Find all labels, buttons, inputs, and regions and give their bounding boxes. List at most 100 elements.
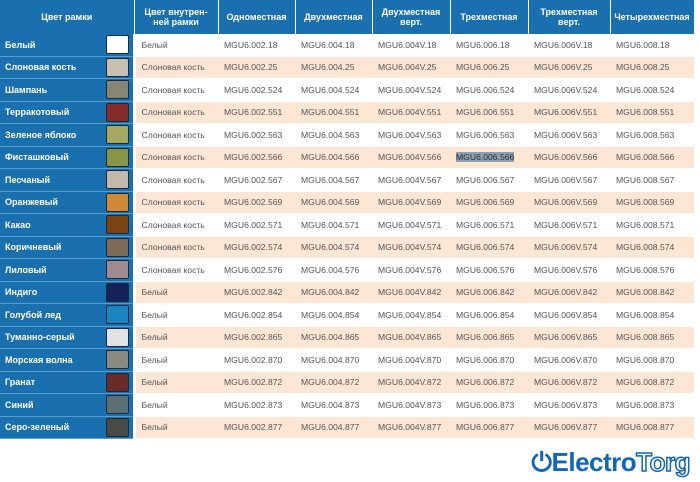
article-cell: MGU6.006V.576 [528,258,611,282]
article-cell: MGU6.004V.566 [372,146,451,169]
article-cell: MGU6.006V.854 [528,303,611,327]
frame-color-name: Гранат [0,371,102,394]
electrotorg-watermark-logo: ⏻ElectroTorg [531,446,691,478]
header-col: Трехместная верт. [528,0,611,34]
color-swatch [105,125,129,145]
color-swatch-cell [102,78,136,102]
frame-color-name: Голубой лед [0,303,102,327]
article-cell: MGU6.002.872 [218,371,296,394]
article-code: MGU6.004V.877 [378,422,442,433]
article-cell: MGU6.004.865 [295,326,373,349]
article-code: MGU6.004V.18 [378,39,437,50]
article-code: MGU6.006.574 [456,242,515,253]
article-code: MGU6.002.566 [224,152,283,163]
article-cell: MGU6.008.18 [610,34,695,57]
article-cell: MGU6.004V.854 [372,303,451,327]
color-swatch [105,80,129,100]
color-swatch-cell [102,303,136,327]
article-cell: MGU6.006V.524 [528,78,611,102]
article-code: MGU6.004.18 [301,39,355,50]
article-code: MGU6.004.854 [301,309,360,320]
inner-color: Слоновая кость [134,213,219,237]
article-code: MGU6.008.865 [616,332,675,343]
color-swatch-cell [102,213,136,237]
article-code: MGU6.004V.870 [378,354,442,365]
article-code: MGU6.004V.865 [378,332,442,343]
article-cell: MGU6.006V.551 [528,101,611,124]
article-cell: MGU6.004.551 [295,101,373,124]
article-code: MGU6.004V.854 [378,309,442,320]
article-code: MGU6.008.576 [616,264,675,275]
article-cell: MGU6.006.563 [450,123,529,147]
color-swatch-cell [102,258,136,282]
article-code: MGU6.006V.873 [534,399,598,410]
inner-color: Слоновая кость [134,236,219,259]
article-code: MGU6.006V.563 [534,129,598,140]
article-cell: MGU6.006.576 [450,258,529,282]
table-row: Серо-зеленый Белый MGU6.002.877 MGU6.004.87… [0,416,695,439]
article-cell: MGU6.002.873 [218,393,296,417]
article-cell: MGU6.006.854 [450,303,529,327]
article-code: MGU6.006V.877 [534,422,598,433]
article-cell: MGU6.004V.873 [372,393,451,417]
article-cell: MGU6.004V.865 [372,326,451,349]
article-code: MGU6.002.865 [224,332,283,343]
table-row: Какао Слоновая кость MGU6.002.571 MGU6.004.… [0,213,695,237]
article-code: MGU6.002.877 [224,422,283,433]
table-row: Коричневый Слоновая кость MGU6.002.574 MGU6… [0,236,695,259]
article-cell: MGU6.002.551 [218,101,296,124]
article-code: MGU6.008.842 [616,287,675,298]
article-code: MGU6.006V.18 [534,39,593,50]
article-code: MGU6.008.571 [616,219,675,230]
article-cell: MGU6.006.873 [450,393,529,417]
inner-color: Белый [134,393,219,417]
article-code: MGU6.008.574 [616,242,675,253]
frame-color-name: Синий [0,393,102,417]
article-code: MGU6.006V.571 [534,219,598,230]
table-row: Гранат Белый MGU6.002.872 MGU6.004.872 MGU6.… [0,371,695,394]
color-swatch-cell [102,416,136,439]
article-cell: MGU6.006V.25 [528,56,611,79]
logo-text: Electro [551,447,637,477]
article-code: MGU6.004.566 [301,152,360,163]
article-cell: MGU6.002.574 [218,236,296,259]
article-code: MGU6.002.870 [224,354,283,365]
article-cell: MGU6.004.854 [295,303,373,327]
inner-color: Слоновая кость [134,101,219,124]
article-code: MGU6.008.870 [616,354,675,365]
article-code: MGU6.008.524 [616,84,675,95]
article-code: MGU6.004.563 [301,129,360,140]
article-cell: MGU6.004V.18 [372,34,451,57]
article-cell: MGU6.008.563 [610,123,695,147]
inner-color: Слоновая кость [134,78,219,102]
article-cell: MGU6.006.865 [450,326,529,349]
article-cell: MGU6.008.574 [610,236,695,259]
article-code: MGU6.006V.567 [534,174,598,185]
frame-color-name: Серо-зеленый [0,416,102,439]
frame-color-name: Коричневый [0,236,102,259]
article-code: MGU6.004V.551 [378,107,442,118]
article-code: MGU6.006.854 [456,309,515,320]
article-code: MGU6.008.566 [616,152,675,163]
article-code: MGU6.002.574 [224,242,283,253]
color-swatch-cell [102,326,136,349]
article-code: MGU6.004.870 [301,354,360,365]
article-code: MGU6.004.571 [301,219,360,230]
article-cell: MGU6.008.865 [610,326,695,349]
frame-color-name: Терракотовый [0,101,102,124]
article-cell: MGU6.008.569 [610,191,695,214]
article-cell: MGU6.004.25 [295,56,373,79]
color-swatch-cell [102,56,136,79]
header-col: Двухместная [295,0,373,34]
article-code: MGU6.008.877 [616,422,675,433]
article-cell: MGU6.002.566 [218,146,296,169]
article-cell: MGU6.008.567 [610,168,695,192]
article-cell: MGU6.002.842 [218,281,296,304]
color-swatch [105,237,129,257]
article-cell: MGU6.002.563 [218,123,296,147]
article-cell: MGU6.006V.842 [528,281,611,304]
article-code: MGU6.004.865 [301,332,360,343]
frame-color-name: Песчаный [0,168,102,192]
article-code: MGU6.006.25 [456,62,510,73]
article-cell: MGU6.004.563 [295,123,373,147]
